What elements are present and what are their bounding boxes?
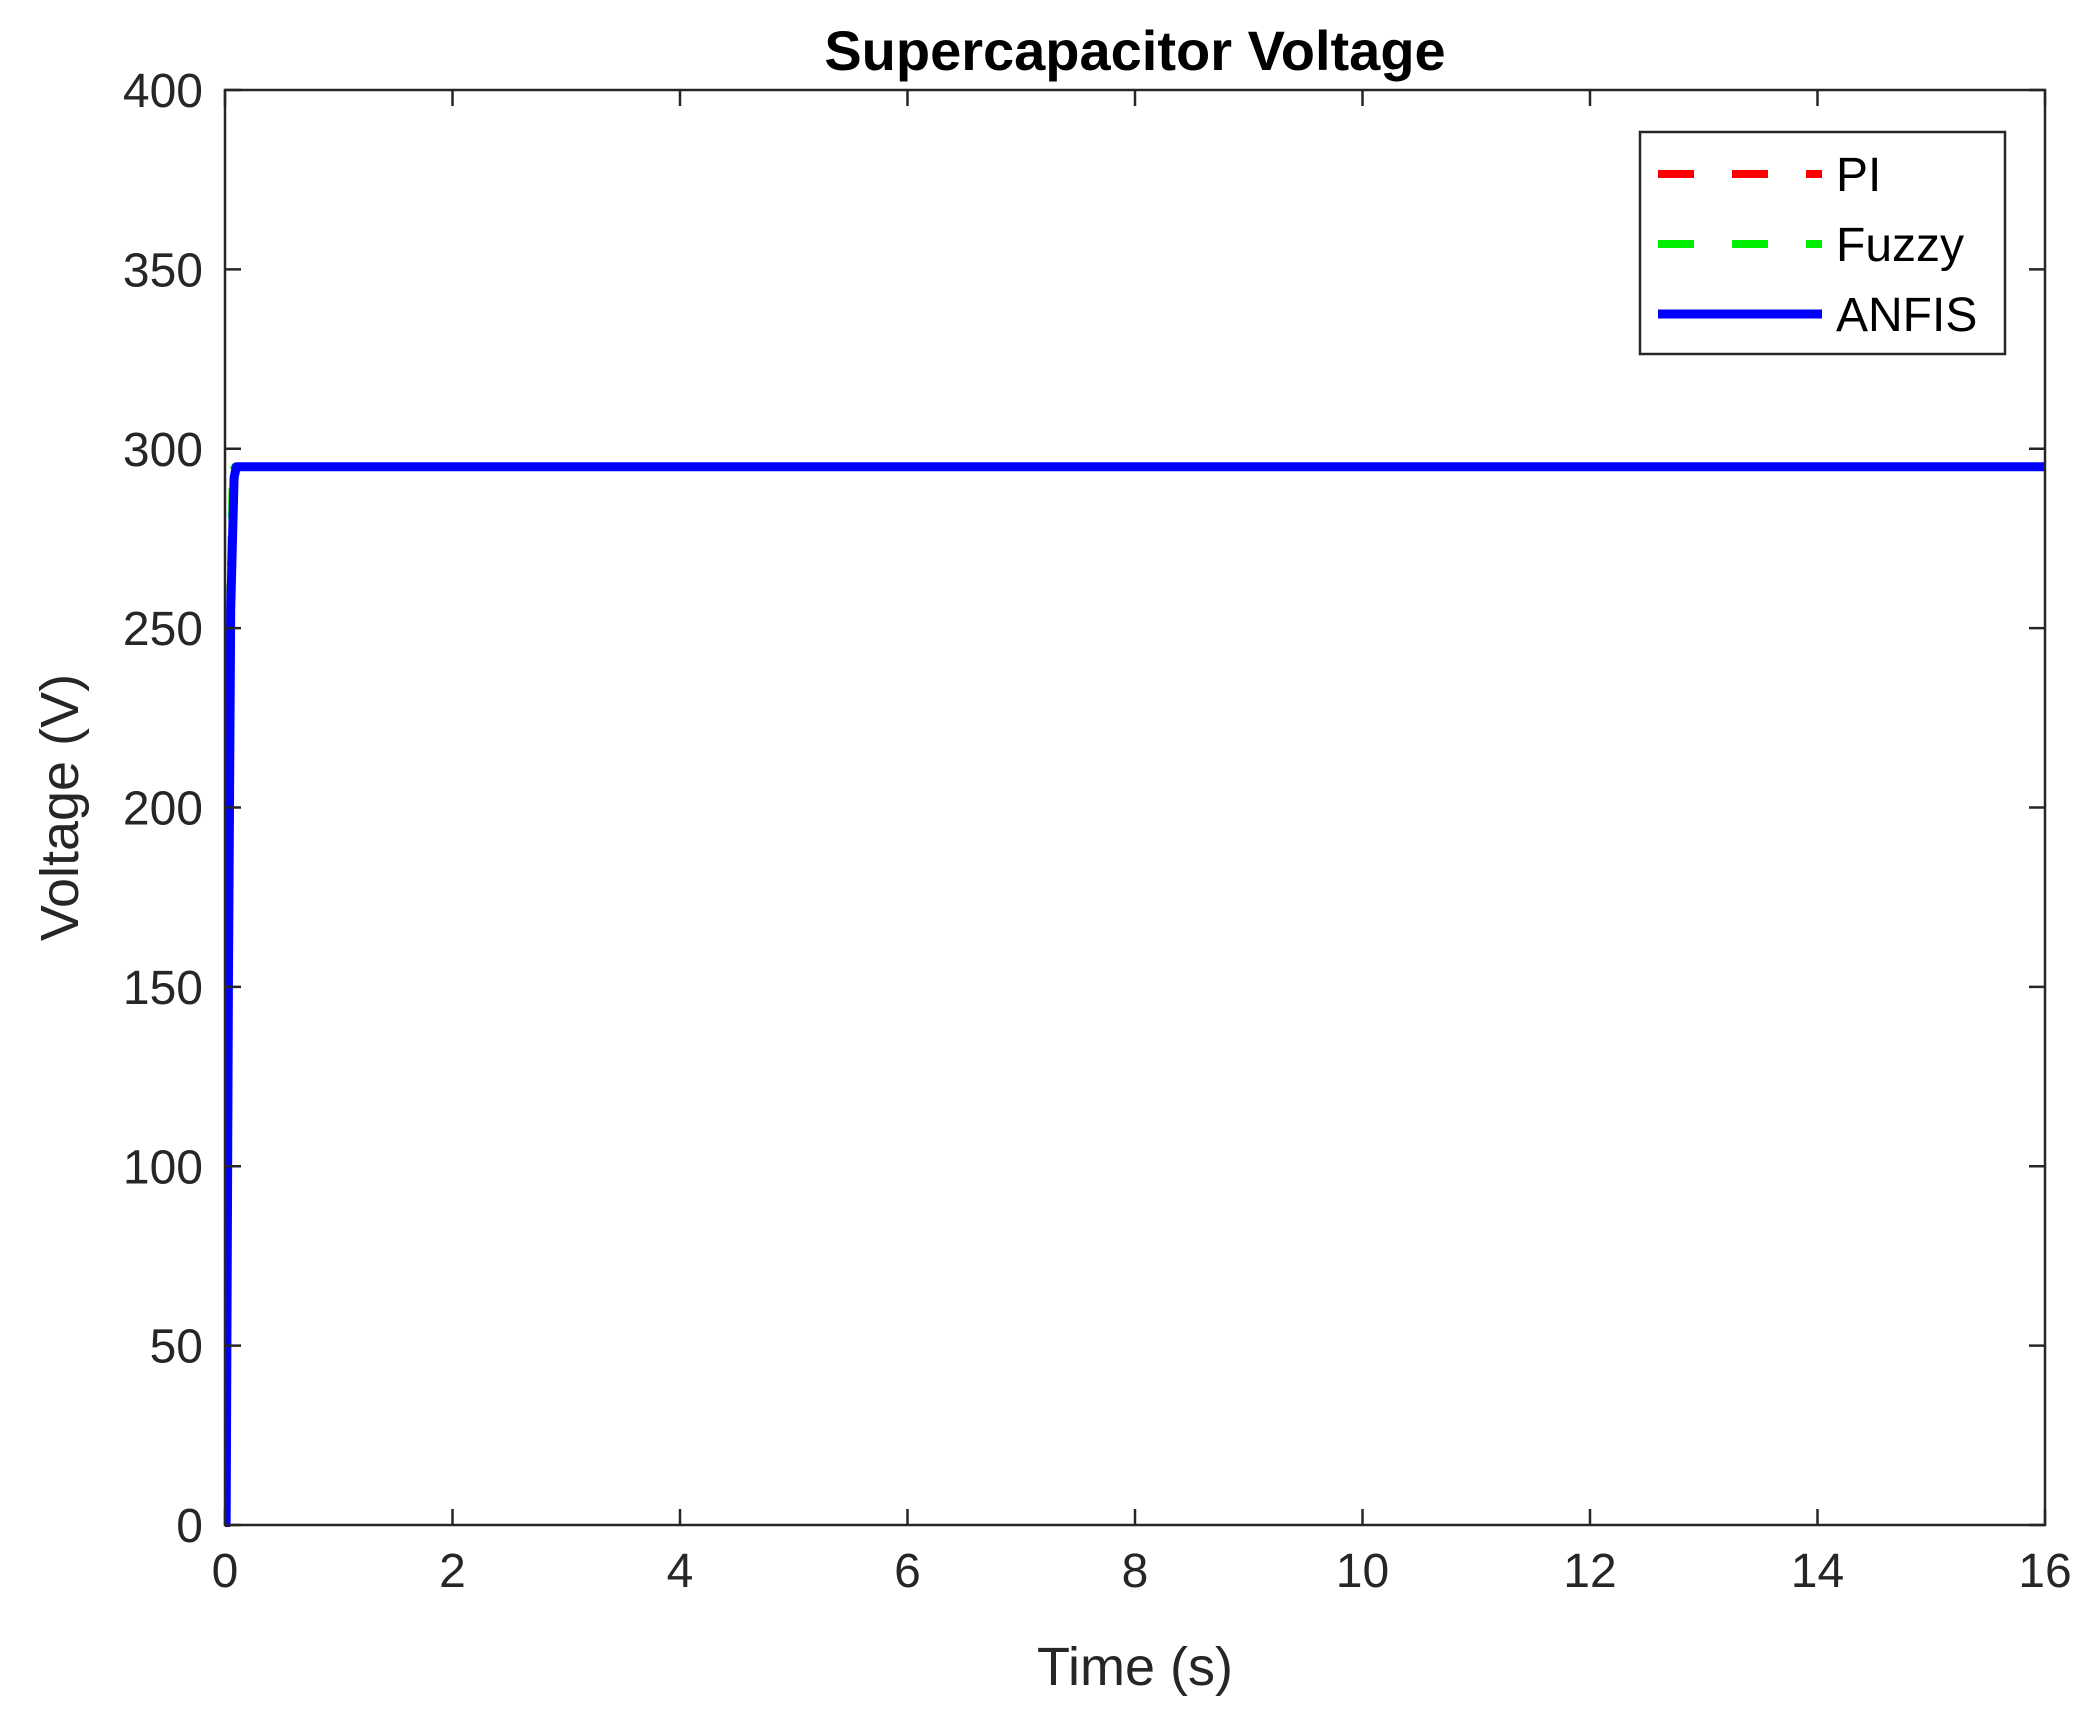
y-tick-label: 50 — [150, 1321, 203, 1374]
x-tick-label: 2 — [439, 1545, 466, 1598]
y-tick-label: 200 — [123, 783, 203, 836]
y-tick-label: 100 — [123, 1141, 203, 1194]
x-tick-label: 10 — [1336, 1545, 1389, 1598]
y-axis-label: Voltage (V) — [30, 674, 90, 941]
y-tick-label: 0 — [176, 1500, 203, 1553]
x-tick-label: 8 — [1122, 1545, 1149, 1598]
x-axis-label: Time (s) — [1037, 1637, 1233, 1697]
chart-title: Supercapacitor Voltage — [824, 19, 1445, 82]
x-tick-label: 4 — [667, 1545, 694, 1598]
x-tick-label: 6 — [894, 1545, 921, 1598]
y-tick-label: 350 — [123, 244, 203, 297]
legend-label-fuzzy: Fuzzy — [1836, 219, 1964, 272]
x-tick-label: 0 — [212, 1545, 239, 1598]
x-tick-label: 12 — [1563, 1545, 1616, 1598]
x-tick-label: 14 — [1791, 1545, 1844, 1598]
legend-label-pi: PI — [1836, 149, 1881, 202]
axes-layer: 0 2 4 6 8 10 12 14 16 0 50 100 150 200 250 300 350 400 — [123, 65, 2072, 1598]
x-tick-label: 16 — [2018, 1545, 2071, 1598]
y-tick-label: 300 — [123, 424, 203, 477]
y-tick-label: 400 — [123, 65, 203, 118]
y-tick-label: 150 — [123, 962, 203, 1015]
legend: PI Fuzzy ANFIS — [1638, 130, 2007, 356]
legend-label-anfis: ANFIS — [1836, 289, 1977, 342]
y-tick-label: 250 — [123, 603, 203, 656]
